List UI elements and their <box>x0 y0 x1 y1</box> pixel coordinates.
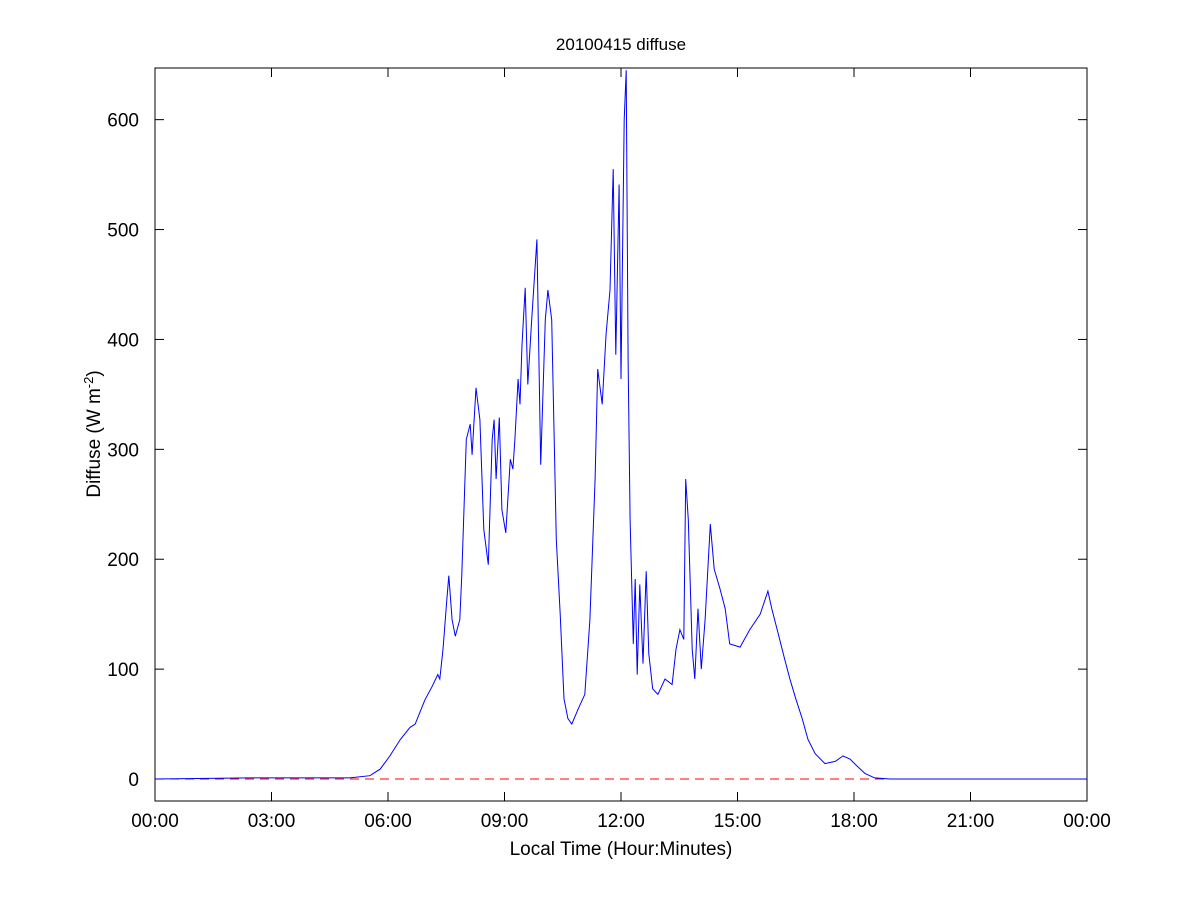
y-tick-label: 200 <box>107 550 139 571</box>
y-tick-label: 600 <box>107 111 139 132</box>
x-tick-label: 00:00 <box>1063 811 1111 832</box>
series-lines <box>154 70 1087 780</box>
y-tick-label: 400 <box>107 330 139 351</box>
y-tick-label: 500 <box>107 221 139 242</box>
x-tick-label: 00:00 <box>131 811 179 832</box>
y-tick-label: 100 <box>107 660 139 681</box>
chart-title: 20100415 diffuse <box>556 35 686 54</box>
x-tick-label: 15:00 <box>714 811 762 832</box>
x-tick-label: 06:00 <box>364 811 412 832</box>
diffuse-series-line <box>154 70 1087 780</box>
ticks: 00:00 03:00 06:00 09:00 12:00 15:00 18:00 21:00… <box>107 68 1111 832</box>
y-axis-label: Diffuse (W m-2) <box>81 370 105 497</box>
x-tick-label: 03:00 <box>248 811 296 832</box>
y-tick-label: 0 <box>128 770 139 791</box>
plot-area <box>154 67 1088 802</box>
x-axis-label: Local Time (Hour:Minutes) <box>510 839 733 860</box>
x-tick-label: 12:00 <box>597 811 645 832</box>
y-tick-label: 300 <box>107 440 139 461</box>
x-tick-label: 09:00 <box>481 811 529 832</box>
x-tick-label: 18:00 <box>830 811 878 832</box>
x-tick-label: 21:00 <box>947 811 995 832</box>
